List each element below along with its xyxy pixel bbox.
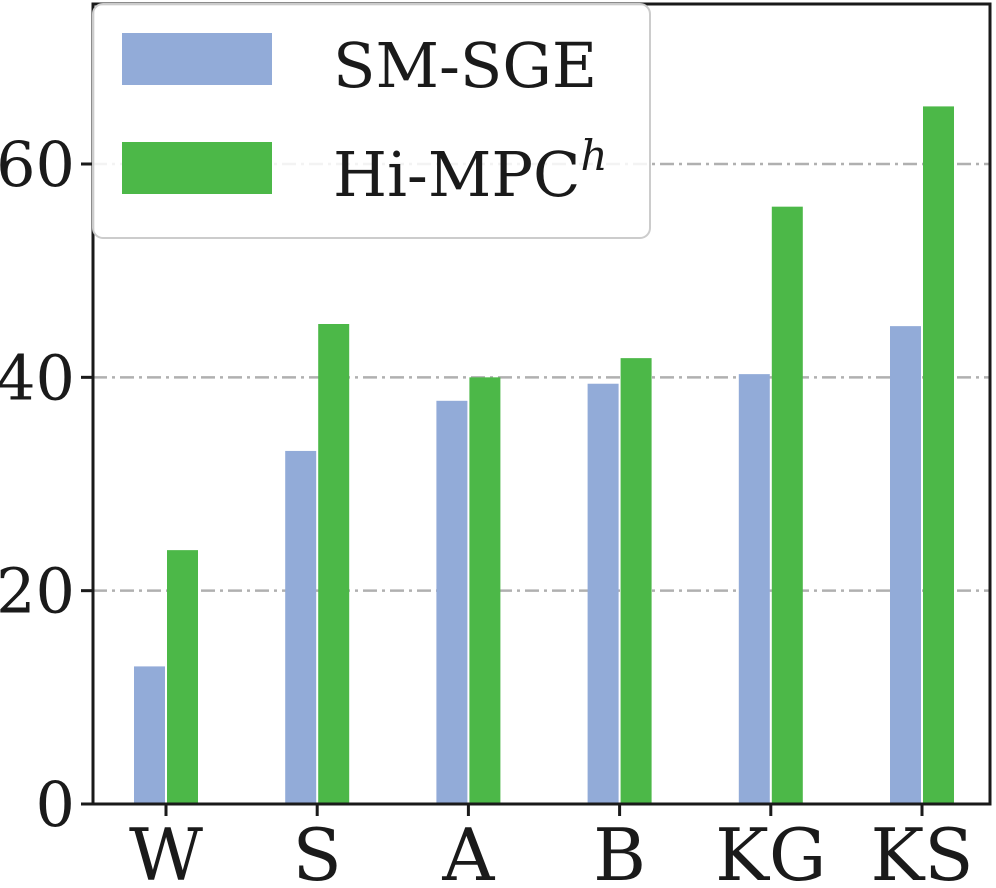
legend-swatch-sm-sge bbox=[122, 33, 272, 85]
y-tick-label-60: 60 bbox=[0, 128, 75, 201]
y-tick-label-0: 0 bbox=[36, 768, 75, 841]
legend: SM-SGE Hi-MPCh bbox=[92, 3, 651, 239]
bar-hi-mpc-a bbox=[469, 377, 501, 804]
bar-sm-sge-ks bbox=[890, 326, 921, 804]
bar-hi-mpc-s bbox=[318, 324, 350, 804]
x-tick-label-kg: KG bbox=[715, 813, 826, 888]
x-tick-label-a: A bbox=[441, 813, 495, 888]
y-tick-label-20: 20 bbox=[0, 555, 75, 628]
y-axis-ticks: 0 20 40 60 bbox=[0, 128, 93, 841]
bar-sm-sge-a bbox=[436, 400, 468, 804]
x-tick-label-w: W bbox=[129, 813, 203, 888]
bars bbox=[134, 106, 954, 804]
legend-label-hi-mpc-superscript: h bbox=[581, 131, 608, 180]
bar-sm-sge-s bbox=[285, 450, 317, 804]
legend-label-hi-mpc-name: Hi-MPC bbox=[333, 138, 581, 211]
legend-label-sm-sge: SM-SGE bbox=[333, 29, 597, 102]
bar-hi-mpc-ks bbox=[923, 106, 954, 804]
bar-sm-sge-kg bbox=[738, 374, 770, 804]
legend-label-hi-mpc: Hi-MPCh bbox=[333, 131, 608, 211]
x-tick-label-s: S bbox=[293, 813, 342, 888]
bar-hi-mpc-kg bbox=[771, 206, 803, 804]
legend-swatch-hi-mpc bbox=[122, 142, 272, 194]
x-tick-label-b: B bbox=[593, 813, 646, 888]
x-axis-ticks: W S A B KG KS bbox=[129, 804, 974, 888]
bar-hi-mpc-w bbox=[167, 550, 198, 804]
y-tick-label-40: 40 bbox=[0, 341, 75, 414]
bar-hi-mpc-b bbox=[620, 358, 652, 804]
bar-sm-sge-w bbox=[134, 666, 165, 804]
x-tick-label-ks: KS bbox=[870, 813, 973, 888]
bar-sm-sge-b bbox=[587, 383, 619, 804]
